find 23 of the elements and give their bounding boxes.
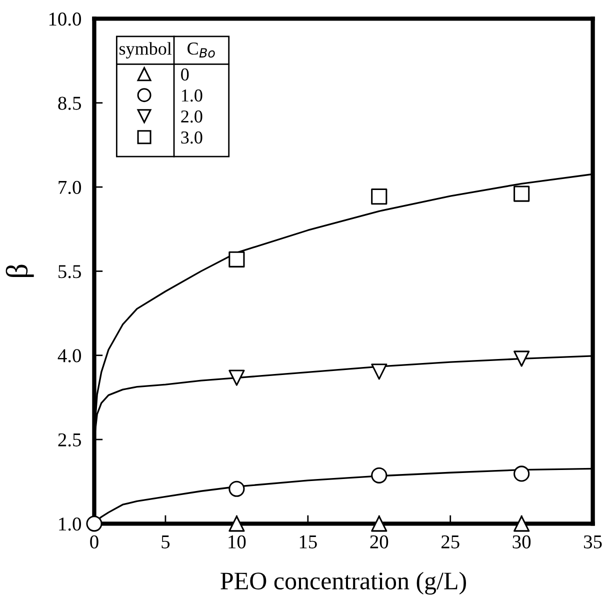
x-tick-label: 5 xyxy=(162,536,170,548)
y-tick-label: 4.0 xyxy=(58,349,81,362)
x-tick-label: 25 xyxy=(441,535,460,548)
y-tick-label: 8.5 xyxy=(58,96,81,110)
annotation: symbol xyxy=(120,42,172,58)
y-tick-label: 10.0 xyxy=(49,12,81,26)
legend-label: 0 xyxy=(181,68,189,81)
x-axis-title: PEO concentration (g/L) xyxy=(220,572,466,595)
legend-title: C$_{Bo}$ xyxy=(188,42,215,58)
x-tick-label: 15 xyxy=(300,535,317,548)
y-axis-title: β xyxy=(6,264,34,277)
legend-label: 2.0 xyxy=(181,110,202,123)
y-tick-label: 5.5 xyxy=(58,265,81,278)
x-tick-label: 10 xyxy=(228,535,246,548)
legend-label: 1.0 xyxy=(182,89,202,102)
x-tick-label: 35 xyxy=(584,535,602,548)
y-tick-label: 7.0 xyxy=(58,180,81,194)
x-tick-label: 30 xyxy=(512,535,531,548)
x-tick-label: 20 xyxy=(370,535,388,548)
y-tick-label: 1.0 xyxy=(59,517,81,531)
y-tick-label: 2.5 xyxy=(58,433,81,447)
legend-label: 3.0 xyxy=(181,131,202,144)
x-tick-label: 0 xyxy=(90,535,98,548)
